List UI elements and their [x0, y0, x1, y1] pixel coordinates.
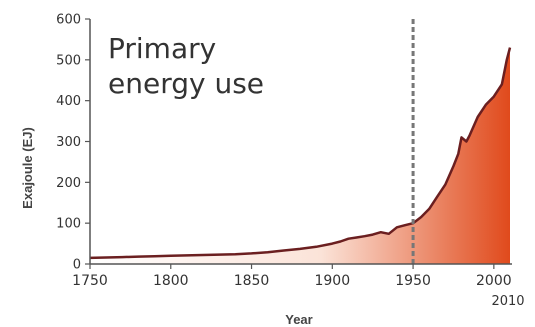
- y-tick-label: 0: [73, 258, 81, 273]
- x-ticks: 1750 1800 1850 1900 1950 2000 2010: [72, 264, 525, 309]
- y-tick-label: 100: [56, 217, 81, 232]
- y-axis-title: Exajoule (EJ): [20, 127, 35, 209]
- y-tick-label: 400: [56, 94, 81, 109]
- y-tick-label: 600: [56, 13, 81, 28]
- y-tick-label: 300: [56, 135, 81, 150]
- x-end-label: 2010: [491, 294, 524, 309]
- x-tick-label: 2000: [476, 273, 512, 289]
- y-tick-label: 500: [56, 53, 81, 68]
- area-fill: [90, 47, 510, 264]
- series-line: [89, 47, 512, 260]
- x-tick-label: 1750: [72, 273, 108, 289]
- x-tick-label: 1950: [395, 273, 431, 289]
- chart-title: Primary energy use: [108, 32, 264, 100]
- x-tick-label: 1800: [153, 273, 189, 289]
- y-ticks: 0 100 200 300 400 500 600: [56, 13, 90, 273]
- y-tick-label: 200: [56, 176, 81, 191]
- chart-title-line-1: Primary: [108, 32, 216, 65]
- area-series: [89, 47, 512, 264]
- chart-title-line-2: energy use: [108, 67, 264, 100]
- x-tick-label: 1850: [234, 273, 270, 289]
- x-tick-label: 1900: [314, 273, 350, 289]
- x-axis-title: Year: [285, 312, 312, 327]
